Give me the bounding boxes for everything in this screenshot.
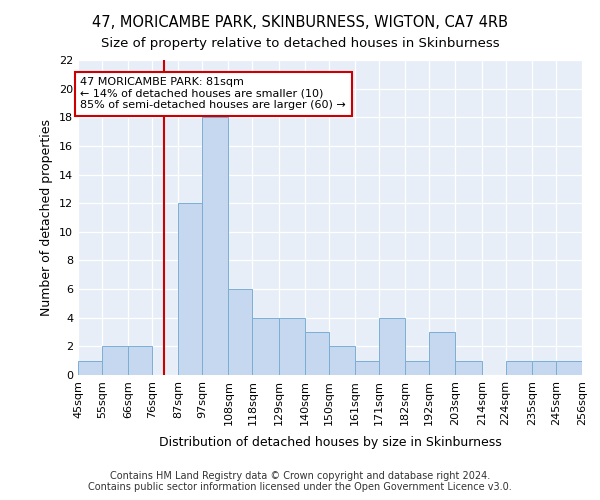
Bar bbox=[506, 360, 532, 375]
X-axis label: Distribution of detached houses by size in Skinburness: Distribution of detached houses by size … bbox=[158, 436, 502, 449]
Bar bbox=[128, 346, 152, 375]
Text: Size of property relative to detached houses in Skinburness: Size of property relative to detached ho… bbox=[101, 38, 499, 51]
Bar bbox=[78, 360, 102, 375]
Bar bbox=[429, 332, 455, 375]
Bar bbox=[278, 318, 305, 375]
Bar bbox=[379, 318, 405, 375]
Y-axis label: Number of detached properties: Number of detached properties bbox=[40, 119, 53, 316]
Bar bbox=[305, 332, 329, 375]
Bar bbox=[178, 203, 202, 375]
Bar bbox=[405, 360, 429, 375]
Bar bbox=[253, 318, 278, 375]
Bar bbox=[355, 360, 379, 375]
Bar bbox=[229, 289, 253, 375]
Bar bbox=[532, 360, 556, 375]
Bar bbox=[329, 346, 355, 375]
Bar bbox=[202, 118, 229, 375]
Bar bbox=[102, 346, 128, 375]
Text: Contains HM Land Registry data © Crown copyright and database right 2024.
Contai: Contains HM Land Registry data © Crown c… bbox=[88, 471, 512, 492]
Bar bbox=[556, 360, 582, 375]
Bar bbox=[455, 360, 482, 375]
Text: 47 MORICAMBE PARK: 81sqm
← 14% of detached houses are smaller (10)
85% of semi-d: 47 MORICAMBE PARK: 81sqm ← 14% of detach… bbox=[80, 77, 346, 110]
Text: 47, MORICAMBE PARK, SKINBURNESS, WIGTON, CA7 4RB: 47, MORICAMBE PARK, SKINBURNESS, WIGTON,… bbox=[92, 15, 508, 30]
